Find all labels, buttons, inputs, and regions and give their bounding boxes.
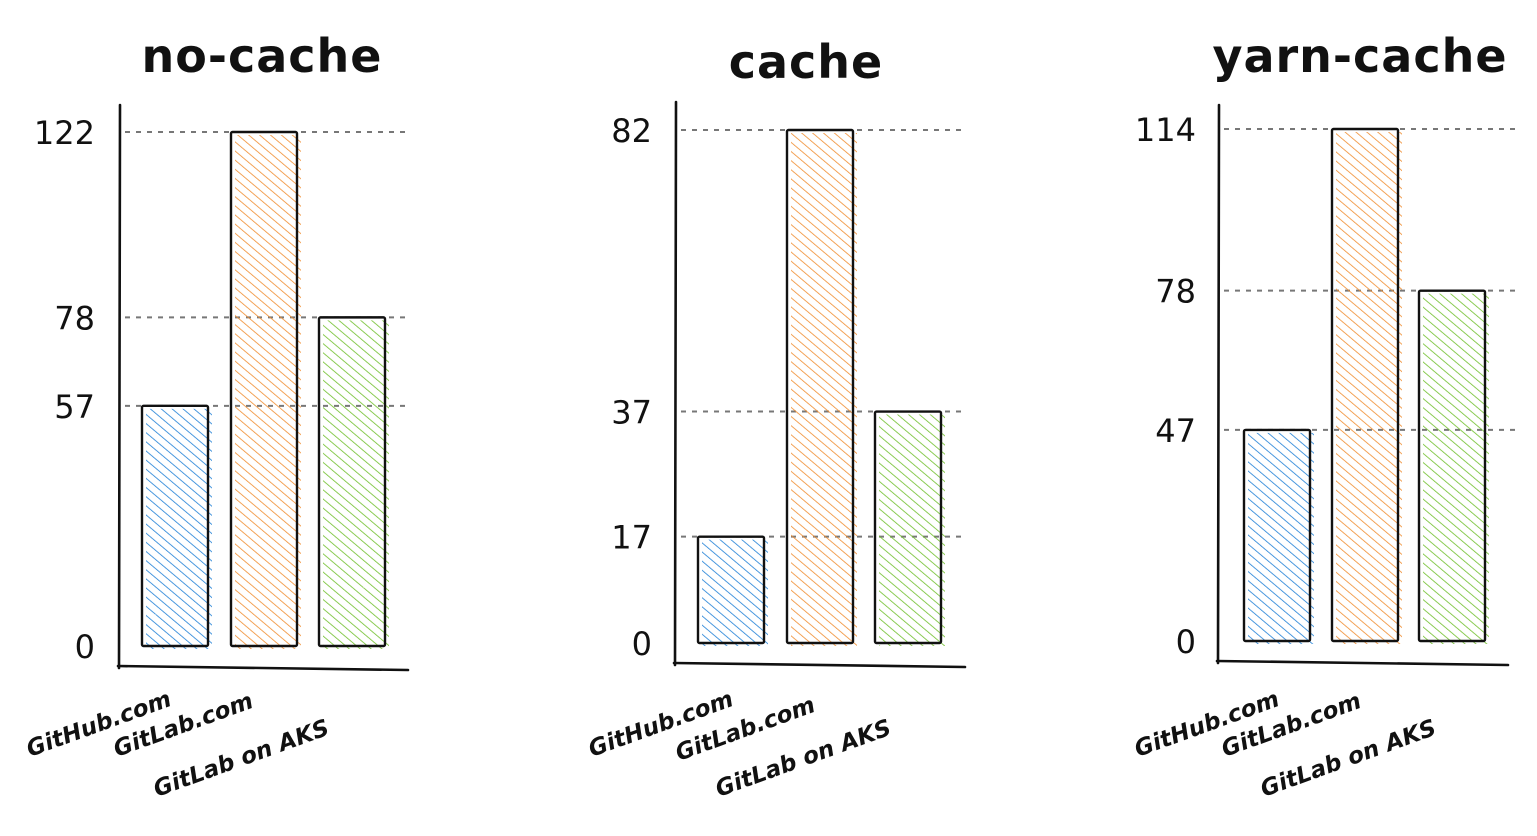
y-axis [117, 103, 122, 670]
bar-gitlab-on-aks [317, 316, 387, 648]
bar-fill-github-com [702, 539, 768, 646]
bar-gitlab-com [785, 128, 855, 645]
y-tick-label: 78 [1155, 273, 1196, 311]
y-tick-label: 47 [1155, 412, 1196, 450]
y-tick-label: 82 [611, 112, 652, 150]
bar-github-com [140, 404, 210, 648]
bar-gitlab-on-aks [1417, 289, 1487, 643]
bar-github-com [696, 535, 766, 645]
bar-fill-gitlab-on-aks [879, 414, 945, 646]
bar-gitlab-on-aks [873, 410, 943, 645]
bar-fill-gitlab-com [235, 135, 301, 649]
y-axis [673, 100, 678, 667]
x-axis [116, 664, 410, 672]
bar-fill-gitlab-com [1336, 132, 1402, 644]
y-tick-label: 37 [611, 394, 652, 432]
y-tick-label: 0 [75, 628, 95, 666]
bar-fill-gitlab-on-aks [323, 320, 389, 649]
y-tick-label: 114 [1135, 111, 1196, 149]
y-tick-label: 0 [1176, 623, 1196, 661]
x-axis [672, 661, 967, 669]
y-tick-label: 0 [632, 625, 652, 663]
bar-fill-gitlab-com [791, 133, 857, 646]
bar-github-com [1242, 428, 1312, 643]
bar-gitlab-com [1330, 127, 1400, 643]
bar-fill-github-com [1248, 432, 1314, 644]
y-tick-label: 78 [54, 299, 95, 337]
chart-title: no-cache [142, 29, 383, 83]
y-tick-label: 57 [54, 388, 95, 426]
chart-title: cache [729, 35, 884, 89]
y-tick-label: 122 [34, 114, 95, 152]
chart-no-cache: no-cache05778122GitHub.comGitLab.comGitL… [23, 29, 410, 803]
bar-fill-github-com [146, 408, 212, 649]
chart-title: yarn-cache [1212, 29, 1507, 83]
y-tick-label: 17 [611, 519, 652, 557]
bar-fill-gitlab-on-aks [1423, 293, 1489, 644]
y-axis [1216, 103, 1221, 665]
bar-gitlab-com [229, 130, 299, 648]
chart-yarn-cache: yarn-cache04778114GitHub.comGitLab.comGi… [1131, 29, 1516, 803]
x-axis [1215, 659, 1510, 667]
